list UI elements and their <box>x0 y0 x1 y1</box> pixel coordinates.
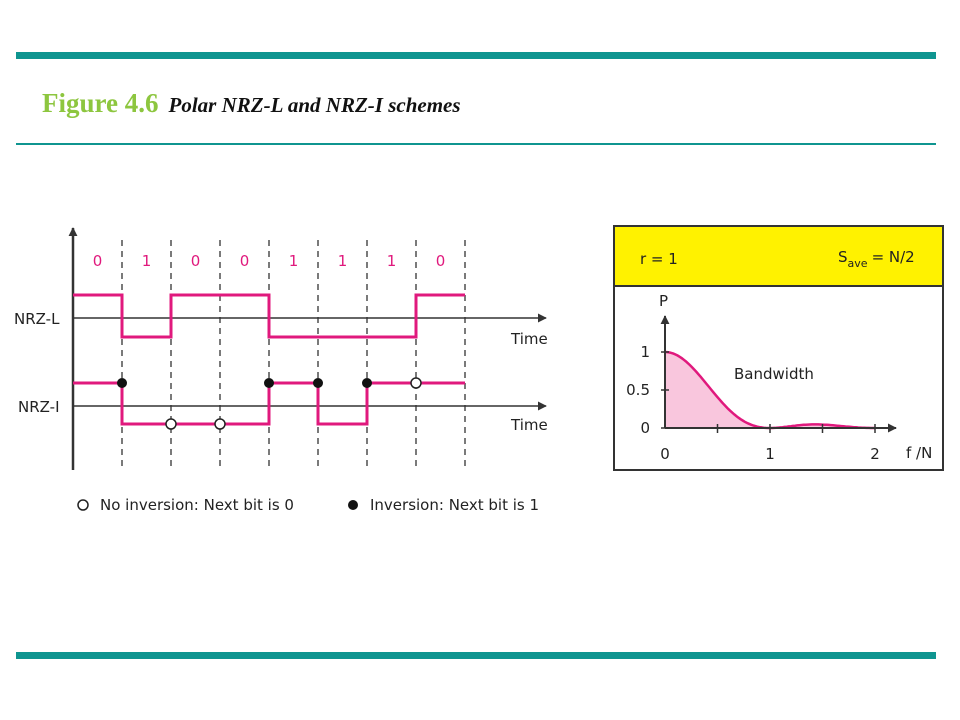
s-ave-main: S <box>838 248 848 266</box>
top-divider-bar <box>16 52 936 59</box>
bit-label: 1 <box>338 252 348 270</box>
r-label: r = 1 <box>640 250 678 268</box>
y-tick-label: 1 <box>640 343 650 361</box>
bit-label: 0 <box>240 252 250 270</box>
legend-no-inversion: No inversion: Next bit is 0 <box>100 496 294 514</box>
x-tick-label: 0 <box>660 445 670 463</box>
s-ave-rest: = N/2 <box>872 248 915 266</box>
spectrum-header <box>614 226 943 286</box>
bit-label: 0 <box>436 252 446 270</box>
bit-dividers <box>121 240 466 470</box>
nrzi-label: NRZ-I <box>18 398 60 416</box>
inversion-marker <box>264 378 274 388</box>
figure-title: Figure 4.6 Polar NRZ-L and NRZ-I schemes <box>42 88 461 119</box>
x-tick-label: 1 <box>765 445 775 463</box>
bit-labels: 0 1 0 0 1 1 1 0 <box>93 252 446 270</box>
timing-legend: No inversion: Next bit is 0 Inversion: N… <box>77 496 539 514</box>
bit-label: 1 <box>387 252 397 270</box>
time-label-top: Time <box>510 330 548 348</box>
open-circle-icon <box>77 499 89 511</box>
spectrum-y-ticks: 10.50 <box>626 343 669 437</box>
nrzl-label: NRZ-L <box>14 310 60 328</box>
x-tick-label: 2 <box>870 445 880 463</box>
no-inversion-marker <box>214 418 226 430</box>
legend-inversion: Inversion: Next bit is 1 <box>370 496 539 514</box>
nrzi-markers <box>117 377 422 430</box>
inversion-marker <box>313 378 323 388</box>
y-tick-label: 0 <box>640 419 650 437</box>
nrzi-signal <box>73 381 465 426</box>
nrzl-signal <box>73 293 465 339</box>
bandwidth-label: Bandwidth <box>734 365 814 383</box>
figure-number: Figure 4.6 <box>42 88 159 118</box>
bottom-divider-bar <box>16 652 936 659</box>
s-ave-sub: ave <box>848 257 868 270</box>
spectrum-y-axis-label: P <box>659 292 668 310</box>
bit-label: 0 <box>191 252 201 270</box>
inversion-marker <box>362 378 372 388</box>
spectrum-frame <box>613 225 944 471</box>
y-tick-label: 0.5 <box>626 381 650 399</box>
timing-diagram: 0 1 0 0 1 1 1 0 NRZ-L NRZ-I Time Time No invers… <box>14 227 548 514</box>
title-underline <box>16 143 936 145</box>
bit-label: 1 <box>289 252 299 270</box>
s-ave-label: Save = N/2 <box>838 248 915 270</box>
no-inversion-marker <box>410 377 422 389</box>
figure-caption: Polar NRZ-L and NRZ-I schemes <box>168 93 461 117</box>
bit-label: 1 <box>142 252 152 270</box>
filled-circle-icon <box>348 500 358 510</box>
spectrum-x-ticks: 0 1 2 <box>660 424 880 463</box>
inversion-marker <box>117 378 127 388</box>
time-label-bottom: Time <box>510 416 548 434</box>
spectrum-fill <box>665 352 875 428</box>
no-inversion-marker <box>165 418 177 430</box>
bit-label: 0 <box>93 252 103 270</box>
spectrum-x-axis-label: f /N <box>906 444 932 462</box>
